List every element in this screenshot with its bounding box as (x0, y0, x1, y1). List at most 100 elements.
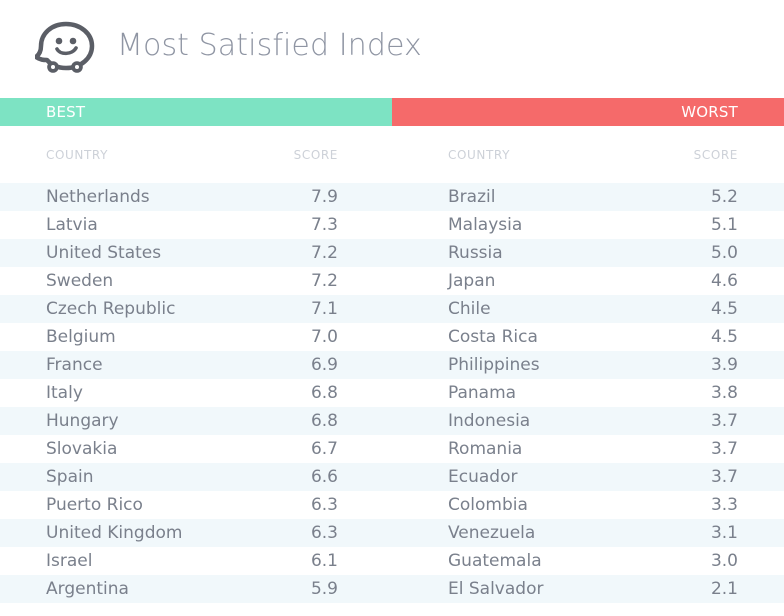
score-cell: 6.9 (310, 355, 338, 375)
table-row: Spain 6.6 (0, 463, 392, 491)
country-cell: Brazil (448, 187, 496, 207)
score-cell: 3.1 (710, 523, 738, 543)
best-band: BEST (0, 98, 392, 126)
table-row: Panama 3.8 (392, 379, 784, 407)
best-rows: Netherlands 7.9 Latvia 7.3 United States 7.… (0, 183, 392, 603)
country-cell: Italy (46, 383, 83, 403)
table-row: Belgium 7.0 (0, 323, 392, 351)
score-cell: 4.5 (710, 299, 738, 319)
country-cell: Chile (448, 299, 491, 319)
score-cell: 7.1 (310, 299, 338, 319)
score-cell: 7.2 (310, 271, 338, 291)
score-cell: 7.2 (310, 243, 338, 263)
country-cell: Israel (46, 551, 93, 571)
score-cell: 6.7 (310, 439, 338, 459)
country-cell: Czech Republic (46, 299, 176, 319)
score-cell: 6.8 (310, 383, 338, 403)
country-cell: Sweden (46, 271, 114, 291)
score-cell: 3.8 (710, 383, 738, 403)
score-cell: 5.9 (310, 579, 338, 599)
worst-band: WORST (392, 98, 784, 126)
score-cell: 4.5 (710, 327, 738, 347)
table-row: Indonesia 3.7 (392, 407, 784, 435)
country-cell: Spain (46, 467, 94, 487)
score-cell: 7.0 (310, 327, 338, 347)
score-cell: 4.6 (710, 271, 738, 291)
score-cell: 3.7 (710, 411, 738, 431)
table-row: Hungary 6.8 (0, 407, 392, 435)
country-cell: Indonesia (448, 411, 531, 431)
country-cell: Russia (448, 243, 503, 263)
country-cell: Latvia (46, 215, 98, 235)
table-row: El Salvador 2.1 (392, 575, 784, 603)
worst-country-header: COUNTRY (448, 148, 511, 162)
country-cell: Panama (448, 383, 517, 403)
score-cell: 6.1 (310, 551, 338, 571)
table-row: Philippines 3.9 (392, 351, 784, 379)
country-cell: United States (46, 243, 162, 263)
header: Most Satisfied Index (0, 0, 784, 98)
score-cell: 7.9 (310, 187, 338, 207)
country-cell: Japan (448, 271, 496, 291)
country-cell: Ecuador (448, 467, 518, 487)
country-cell: Slovakia (46, 439, 118, 459)
table-row: Ecuador 3.7 (392, 463, 784, 491)
table-row: Guatemala 3.0 (392, 547, 784, 575)
worst-rows: Brazil 5.2 Malaysia 5.1 Russia 5.0 Japan 4.6… (392, 183, 784, 603)
table-row: Venezuela 3.1 (392, 519, 784, 547)
country-cell: Colombia (448, 495, 528, 515)
country-cell: Puerto Rico (46, 495, 143, 515)
table-row: Slovakia 6.7 (0, 435, 392, 463)
table-row: Japan 4.6 (392, 267, 784, 295)
table-row: Russia 5.0 (392, 239, 784, 267)
table-row: Netherlands 7.9 (0, 183, 392, 211)
table-row: Malaysia 5.1 (392, 211, 784, 239)
page-title: Most Satisfied Index (117, 28, 422, 63)
score-cell: 6.6 (310, 467, 338, 487)
country-cell: Belgium (46, 327, 116, 347)
table-row: Czech Republic 7.1 (0, 295, 392, 323)
table-row: United States 7.2 (0, 239, 392, 267)
best-table: COUNTRY SCORE Netherlands 7.9 Latvia 7.3 U… (0, 148, 392, 603)
country-cell: Netherlands (46, 187, 150, 207)
country-cell: Philippines (448, 355, 540, 375)
country-cell: Costa Rica (448, 327, 538, 347)
table-row: Latvia 7.3 (0, 211, 392, 239)
table-row: Israel 6.1 (0, 547, 392, 575)
score-cell: 2.1 (710, 579, 738, 599)
country-cell: Venezuela (448, 523, 536, 543)
table-row: Romania 3.7 (392, 435, 784, 463)
best-label: BEST (46, 103, 86, 121)
country-cell: Romania (448, 439, 523, 459)
score-cell: 6.8 (310, 411, 338, 431)
score-cell: 3.7 (710, 467, 738, 487)
country-cell: France (46, 355, 103, 375)
country-cell: Argentina (46, 579, 129, 599)
score-cell: 6.3 (310, 523, 338, 543)
table-row: Colombia 3.3 (392, 491, 784, 519)
score-cell: 5.0 (710, 243, 738, 263)
table-row: France 6.9 (0, 351, 392, 379)
worst-column-headers: COUNTRY SCORE (392, 148, 784, 166)
table-row: United Kingdom 6.3 (0, 519, 392, 547)
table-row: Chile 4.5 (392, 295, 784, 323)
table-row: Italy 6.8 (0, 379, 392, 407)
best-country-header: COUNTRY (46, 148, 109, 162)
score-cell: 3.0 (710, 551, 738, 571)
score-cell: 5.2 (710, 187, 738, 207)
score-cell: 7.3 (310, 215, 338, 235)
score-cell: 5.1 (710, 215, 738, 235)
score-cell: 3.7 (710, 439, 738, 459)
table-row: Brazil 5.2 (392, 183, 784, 211)
country-cell: United Kingdom (46, 523, 183, 543)
table-row: Costa Rica 4.5 (392, 323, 784, 351)
table-row: Argentina 5.9 (0, 575, 392, 603)
score-cell: 6.3 (310, 495, 338, 515)
table-row: Puerto Rico 6.3 (0, 491, 392, 519)
waze-smiley-icon (35, 21, 95, 73)
country-cell: El Salvador (448, 579, 544, 599)
country-cell: Hungary (46, 411, 119, 431)
country-cell: Malaysia (448, 215, 523, 235)
country-cell: Guatemala (448, 551, 542, 571)
